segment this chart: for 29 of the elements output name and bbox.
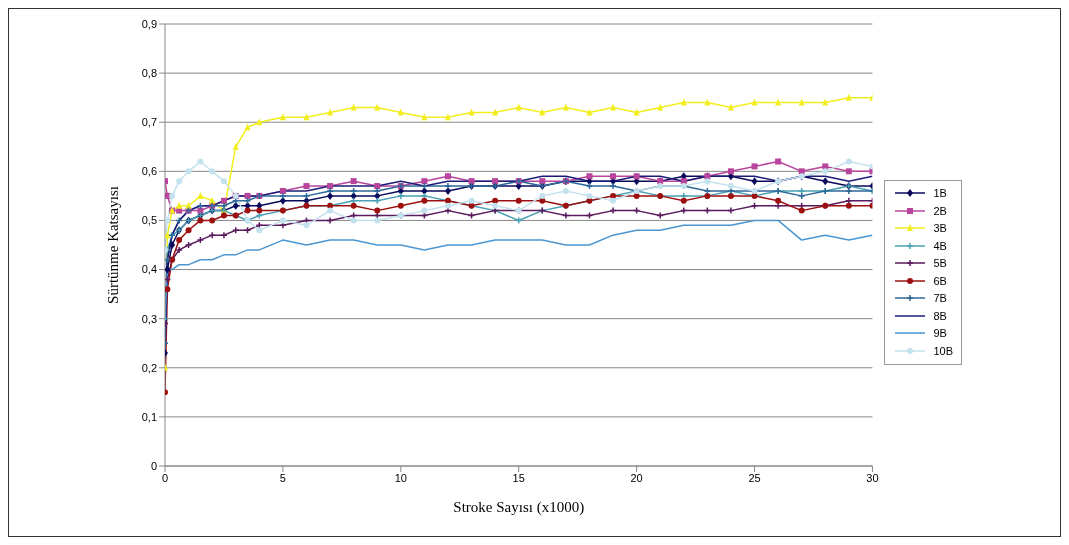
y-tick-label: 0,5	[141, 214, 157, 227]
legend-label: 1B	[933, 187, 947, 200]
y-tick-label: 0,8	[141, 67, 157, 80]
legend-label: 6B	[933, 274, 947, 287]
y-tick-label: 0	[150, 459, 157, 472]
x-tick-label: 15	[512, 471, 525, 484]
x-tick-label: 20	[630, 471, 643, 484]
legend-label: 7B	[933, 292, 947, 305]
legend-label: 3B	[933, 222, 947, 235]
x-tick-label: 5	[279, 471, 286, 484]
y-tick-label: 0,2	[141, 361, 157, 374]
y-tick-label: 0,1	[141, 410, 157, 423]
y-tick-label: 0,4	[141, 263, 157, 276]
y-tick-label: 0,3	[141, 312, 157, 325]
x-tick-label: 30	[866, 471, 879, 484]
legend-label: 2B	[933, 204, 947, 217]
y-tick-label: 0,9	[141, 17, 157, 30]
legend-label: 5B	[933, 257, 947, 270]
y-axis-title: Sürtünme Katsayısı	[105, 186, 122, 304]
legend-label: 9B	[933, 327, 947, 340]
legend-label: 4B	[933, 239, 947, 252]
legend-label: 8B	[933, 309, 947, 322]
x-axis-title: Stroke Sayısı (x1000)	[453, 499, 585, 516]
y-tick-label: 0,7	[141, 116, 157, 129]
y-tick-label: 0,6	[141, 165, 157, 178]
x-tick-label: 25	[748, 471, 761, 484]
x-tick-label: 0	[161, 471, 169, 484]
legend-label: 10B	[933, 344, 953, 357]
x-tick-label: 10	[394, 471, 407, 484]
